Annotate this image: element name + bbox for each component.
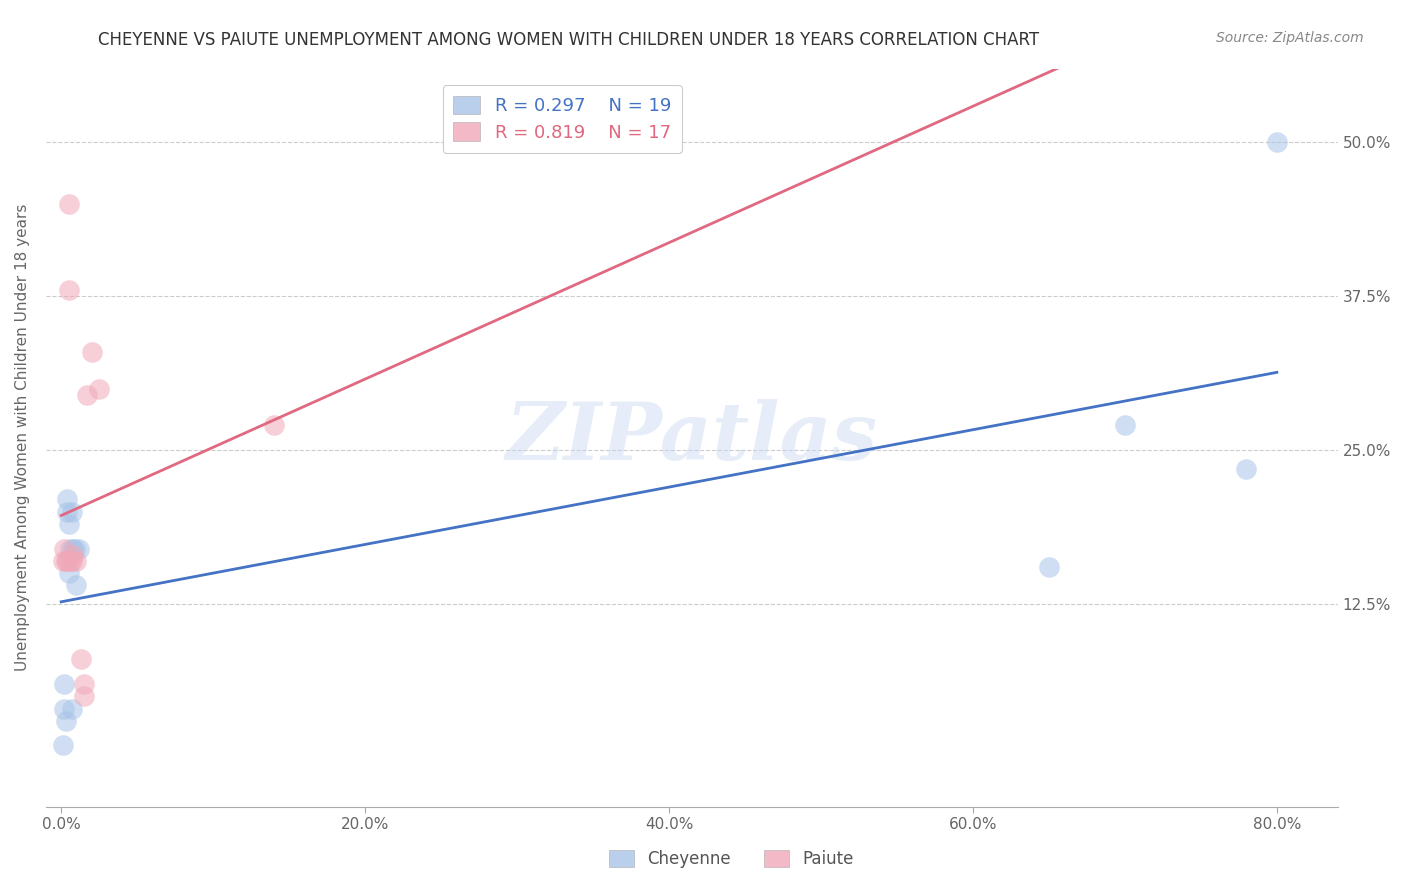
Point xyxy=(55,714,77,728)
Point xyxy=(55,554,77,568)
Point xyxy=(56,554,79,568)
Point xyxy=(53,541,76,556)
Text: Source: ZipAtlas.com: Source: ZipAtlas.com xyxy=(1216,31,1364,45)
Point xyxy=(263,418,285,433)
Point xyxy=(65,578,87,592)
Text: ZIPatlas: ZIPatlas xyxy=(506,399,877,476)
Point xyxy=(58,516,80,531)
Y-axis label: Unemployment Among Women with Children Under 18 years: Unemployment Among Women with Children U… xyxy=(15,204,30,672)
Point xyxy=(62,548,84,562)
Point xyxy=(52,554,75,568)
Point xyxy=(65,554,87,568)
Point xyxy=(70,652,93,666)
Point xyxy=(60,554,83,568)
Legend: Cheyenne, Paiute: Cheyenne, Paiute xyxy=(602,843,860,875)
Point xyxy=(1265,136,1288,150)
Point xyxy=(58,566,80,581)
Point xyxy=(53,677,76,691)
Text: CHEYENNE VS PAIUTE UNEMPLOYMENT AMONG WOMEN WITH CHILDREN UNDER 18 YEARS CORRELA: CHEYENNE VS PAIUTE UNEMPLOYMENT AMONG WO… xyxy=(98,31,1039,49)
Point xyxy=(1236,461,1258,475)
Point xyxy=(73,690,96,704)
Point xyxy=(58,283,80,297)
Point xyxy=(89,382,111,396)
Point xyxy=(59,541,82,556)
Point xyxy=(59,554,82,568)
Point xyxy=(67,541,90,556)
Point xyxy=(56,505,79,519)
Point xyxy=(63,541,86,556)
Point xyxy=(62,541,84,556)
Point xyxy=(80,344,103,359)
Point xyxy=(52,739,75,753)
Point xyxy=(60,701,83,715)
Point xyxy=(56,492,79,507)
Point xyxy=(73,677,96,691)
Legend: R = 0.297    N = 19, R = 0.819    N = 17: R = 0.297 N = 19, R = 0.819 N = 17 xyxy=(443,85,682,153)
Point xyxy=(1114,418,1136,433)
Point xyxy=(60,505,83,519)
Point xyxy=(53,701,76,715)
Point xyxy=(76,387,98,401)
Point xyxy=(58,197,80,211)
Point xyxy=(1038,560,1060,574)
